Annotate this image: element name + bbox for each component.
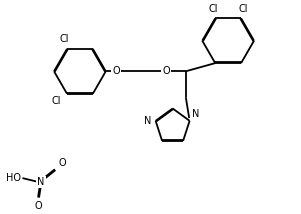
Text: O: O: [58, 158, 66, 168]
Text: N: N: [144, 116, 152, 126]
Text: O: O: [162, 66, 170, 76]
Text: Cl: Cl: [60, 34, 69, 44]
Text: O: O: [34, 201, 42, 211]
Text: Cl: Cl: [239, 4, 248, 13]
Text: HO: HO: [6, 173, 21, 183]
Text: N: N: [37, 177, 45, 187]
Text: Cl: Cl: [208, 4, 218, 13]
Text: Cl: Cl: [52, 96, 61, 106]
Text: O: O: [112, 66, 120, 76]
Text: N: N: [191, 109, 199, 119]
